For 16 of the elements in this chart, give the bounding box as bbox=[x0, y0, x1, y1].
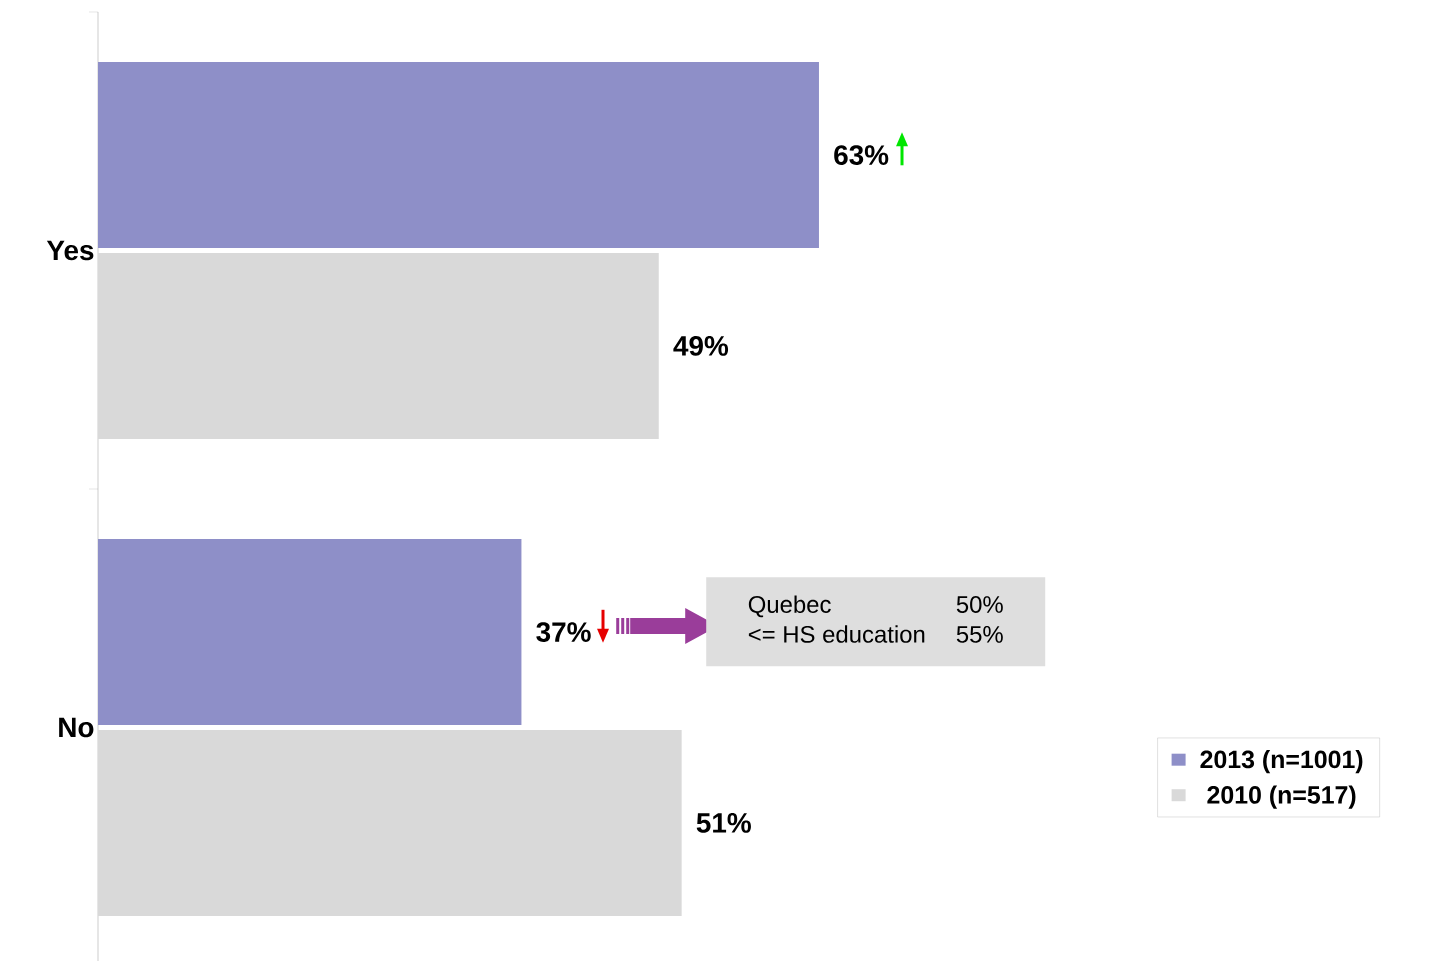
data-label: 63% bbox=[834, 145, 889, 165]
bar bbox=[98, 729, 682, 916]
text: 50% bbox=[956, 596, 1003, 613]
y-tick-label: No bbox=[59, 717, 94, 738]
annotation: Quebec bbox=[748, 595, 831, 618]
text: 55% bbox=[956, 626, 1003, 643]
data-label: 49% bbox=[673, 336, 729, 356]
data-label: 37% bbox=[536, 622, 591, 642]
bar bbox=[98, 252, 659, 439]
legend-label: 2010 (n=517) bbox=[1207, 785, 1356, 809]
annotation: <= HS education bbox=[748, 625, 925, 643]
y-tick-label: Yes bbox=[46, 240, 94, 261]
bar bbox=[98, 539, 522, 726]
data-label: 51% bbox=[696, 813, 751, 833]
legend-label: 2013 (n=1001) bbox=[1200, 749, 1363, 774]
bar bbox=[98, 62, 819, 249]
